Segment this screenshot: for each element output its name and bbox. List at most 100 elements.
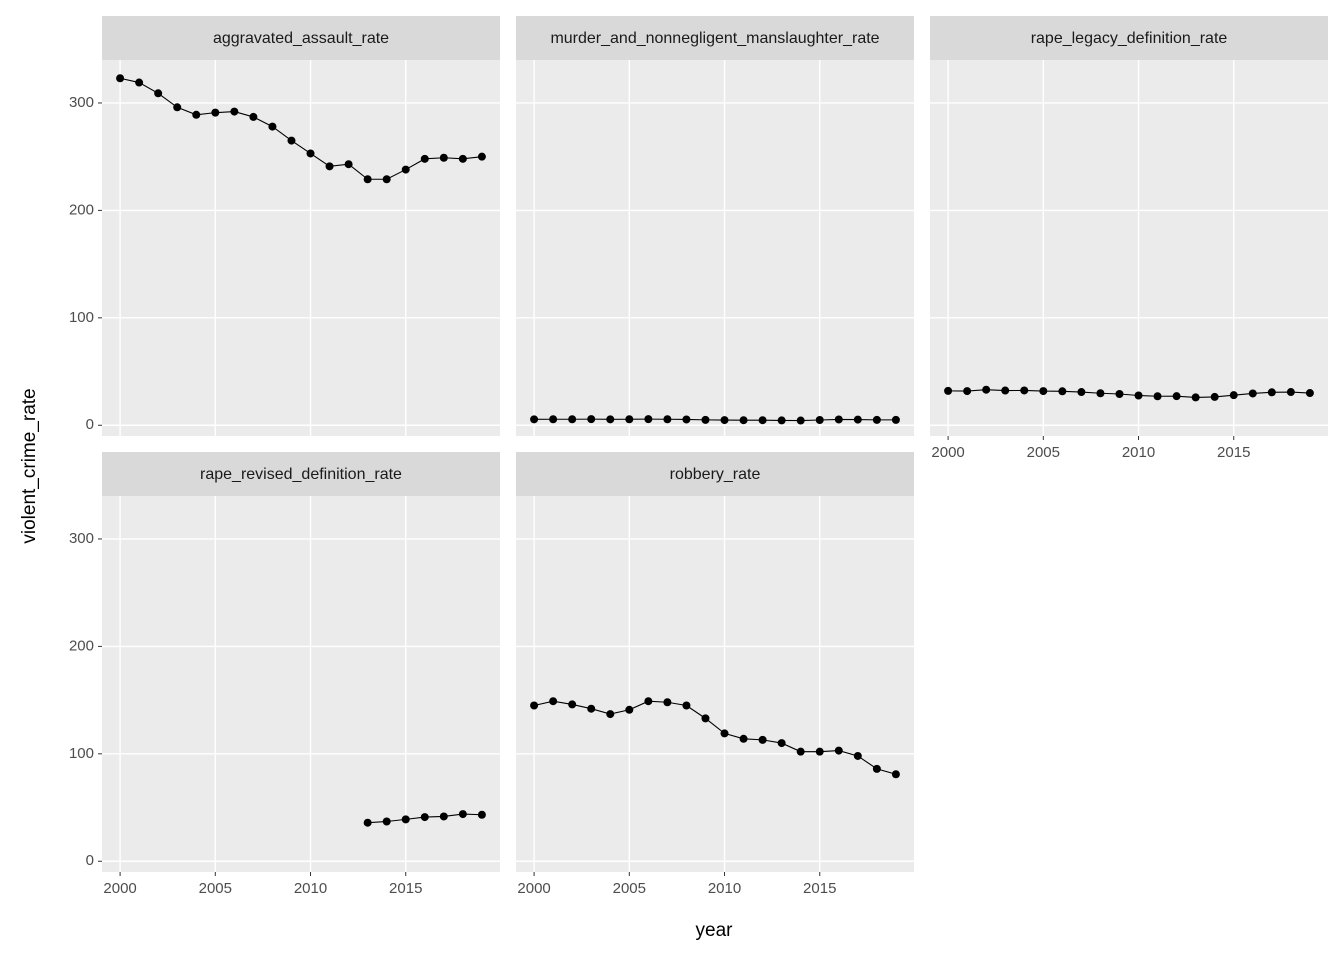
point bbox=[549, 415, 558, 424]
x-axis-title: year bbox=[696, 920, 734, 941]
y-tick-label: 100 bbox=[69, 745, 94, 762]
point bbox=[606, 710, 615, 719]
point bbox=[587, 704, 596, 713]
x-tick-label: 2000 bbox=[931, 444, 964, 461]
x-tick-label: 2005 bbox=[199, 880, 232, 897]
point bbox=[644, 415, 653, 424]
point bbox=[401, 165, 410, 174]
point bbox=[268, 122, 277, 131]
x-tick-label: 2000 bbox=[517, 880, 550, 897]
y-tick-label: 200 bbox=[69, 637, 94, 654]
x-tick-label: 2010 bbox=[708, 880, 741, 897]
point bbox=[777, 739, 786, 748]
point bbox=[1286, 388, 1295, 397]
point bbox=[135, 78, 144, 87]
panel bbox=[102, 496, 500, 872]
point bbox=[1058, 387, 1067, 396]
point bbox=[549, 697, 558, 706]
panel bbox=[516, 60, 914, 436]
point bbox=[963, 387, 972, 396]
y-tick-label: 0 bbox=[86, 416, 94, 433]
x-tick-label: 2015 bbox=[803, 880, 836, 897]
y-tick-label: 0 bbox=[86, 852, 94, 869]
point bbox=[363, 818, 372, 827]
point bbox=[211, 108, 220, 117]
point bbox=[891, 770, 900, 779]
point bbox=[401, 815, 410, 824]
facet-title: rape_legacy_definition_rate bbox=[1031, 30, 1228, 47]
y-axis-title: violent_crime_rate bbox=[19, 388, 40, 543]
point bbox=[439, 812, 448, 821]
panel bbox=[516, 496, 914, 872]
point bbox=[420, 813, 429, 822]
point bbox=[154, 89, 163, 98]
point bbox=[944, 386, 953, 395]
point bbox=[587, 415, 596, 424]
point bbox=[230, 107, 239, 116]
point bbox=[853, 415, 862, 424]
point bbox=[982, 385, 991, 394]
point bbox=[758, 416, 767, 425]
point bbox=[1077, 388, 1086, 397]
point bbox=[1191, 393, 1200, 402]
point bbox=[758, 735, 767, 744]
point bbox=[1210, 392, 1219, 401]
point bbox=[439, 153, 448, 162]
point bbox=[477, 152, 486, 161]
y-tick-label: 200 bbox=[69, 201, 94, 218]
point bbox=[344, 160, 353, 169]
point bbox=[192, 110, 201, 119]
point bbox=[1229, 391, 1238, 400]
point bbox=[872, 415, 881, 424]
strip bbox=[102, 452, 500, 496]
point bbox=[701, 415, 710, 424]
x-tick-label: 2015 bbox=[389, 880, 422, 897]
point bbox=[891, 415, 900, 424]
point bbox=[625, 415, 634, 424]
panel bbox=[102, 60, 500, 436]
point bbox=[530, 415, 539, 424]
point bbox=[682, 701, 691, 710]
point bbox=[625, 705, 634, 714]
facet-title: aggravated_assault_rate bbox=[213, 30, 389, 47]
point bbox=[420, 154, 429, 163]
point bbox=[458, 154, 467, 163]
point bbox=[1115, 389, 1124, 398]
x-tick-label: 2000 bbox=[103, 880, 136, 897]
point bbox=[815, 415, 824, 424]
x-tick-label: 2010 bbox=[1122, 444, 1155, 461]
y-tick-label: 300 bbox=[69, 94, 94, 111]
point bbox=[834, 746, 843, 755]
point bbox=[1096, 389, 1105, 398]
point bbox=[834, 415, 843, 424]
point bbox=[1248, 389, 1257, 398]
point bbox=[249, 112, 258, 121]
x-tick-label: 2005 bbox=[1027, 444, 1060, 461]
point bbox=[663, 698, 672, 707]
x-tick-label: 2005 bbox=[613, 880, 646, 897]
point bbox=[663, 415, 672, 424]
strip bbox=[516, 16, 914, 60]
x-tick-label: 2015 bbox=[1217, 444, 1250, 461]
point bbox=[382, 175, 391, 184]
point bbox=[682, 415, 691, 424]
point bbox=[1020, 386, 1029, 395]
point bbox=[1172, 392, 1181, 401]
point bbox=[568, 700, 577, 709]
facet-title: robbery_rate bbox=[670, 466, 761, 483]
point bbox=[796, 747, 805, 756]
strip bbox=[102, 16, 500, 60]
strip bbox=[930, 16, 1328, 60]
point bbox=[173, 103, 182, 112]
point bbox=[720, 729, 729, 738]
point bbox=[363, 175, 372, 184]
point bbox=[287, 136, 296, 145]
point bbox=[116, 74, 125, 83]
facet-title: murder_and_nonnegligent_manslaughter_rat… bbox=[550, 30, 879, 47]
point bbox=[815, 747, 824, 756]
point bbox=[530, 701, 539, 710]
point bbox=[1267, 388, 1276, 397]
point bbox=[325, 162, 334, 171]
point bbox=[701, 714, 710, 723]
